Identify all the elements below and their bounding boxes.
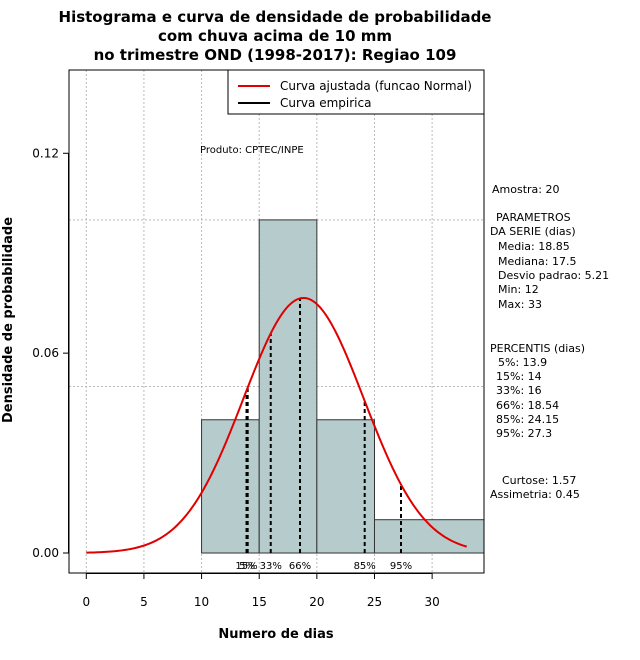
chart-title-line-1: Histograma e curva de densidade de proba…: [59, 8, 492, 26]
x-tick-label: 20: [309, 595, 324, 609]
curtose: Curtose: 1.57: [502, 474, 576, 487]
histogram-bar: [258, 219, 318, 554]
chart-title-line-3: no trimestre OND (1998-2017): Regiao 109: [94, 46, 457, 64]
x-tick-label: 15: [252, 595, 267, 609]
params-title-1: PARAMETROS: [496, 211, 571, 224]
y-tick-label: 0.12: [32, 146, 59, 160]
y-tick-label: 0.06: [32, 346, 59, 360]
legend-label-empirical: Curva empirica: [280, 96, 371, 110]
legend-box: [227, 69, 485, 115]
param-desvio: Desvio padrao: 5.21: [498, 269, 609, 282]
product-annotation: Produto: CPTEC/INPE: [200, 145, 304, 156]
param-mediana: Mediana: 17.5: [498, 255, 576, 268]
histogram-bar: [316, 419, 375, 554]
percentile-axis-label: 95%: [390, 561, 412, 572]
legend: Curva ajustada (funcao Normal) Curva emp…: [227, 69, 485, 115]
percentil-95: 95%: 27.3: [496, 427, 552, 440]
legend-label-fit: Curva ajustada (funcao Normal): [280, 79, 472, 93]
percentil-66: 66%: 18.54: [496, 399, 559, 412]
x-tick-label: 5: [140, 595, 148, 609]
percentile-axis-label: 5%: [239, 561, 255, 572]
normal-fit-curve: [86, 296, 467, 554]
param-media: Media: 18.85: [498, 240, 570, 253]
param-min: Min: 12: [498, 283, 539, 296]
assimetria: Assimetria: 0.45: [490, 488, 580, 501]
x-tick-label: 30: [424, 595, 439, 609]
x-tick-label: 25: [367, 595, 382, 609]
percentile-axis-label: 15%: [235, 561, 257, 572]
y-tick-label: 0.00: [32, 546, 59, 560]
percentis-title: PERCENTIS (dias): [490, 342, 585, 355]
percentil-33: 33%: 16: [496, 384, 542, 397]
histogram-bar: [201, 419, 260, 554]
percentil-85: 85%: 24.15: [496, 413, 559, 426]
y-axis-title: Densidade de probabilidade: [1, 217, 16, 423]
param-max: Max: 33: [498, 298, 542, 311]
stats-panel: Amostra: 20 PARAMETROS DA SERIE (dias) M…: [490, 183, 609, 501]
percentile-axis-label: 85%: [354, 561, 376, 572]
chart-title-line-2: com chuva acima de 10 mm: [158, 27, 392, 45]
sample-size: Amostra: 20: [492, 183, 559, 196]
percentil-5: 5%: 13.9: [498, 356, 547, 369]
x-axis-title: Numero de dias: [218, 627, 334, 642]
x-tick-label: 10: [194, 595, 209, 609]
params-title-2: DA SERIE (dias): [490, 225, 576, 238]
percentil-15: 15%: 14: [496, 370, 542, 383]
x-tick-label: 0: [82, 595, 90, 609]
percentile-axis-label: 66%: [289, 561, 311, 572]
percentile-axis-label: 33%: [260, 561, 282, 572]
